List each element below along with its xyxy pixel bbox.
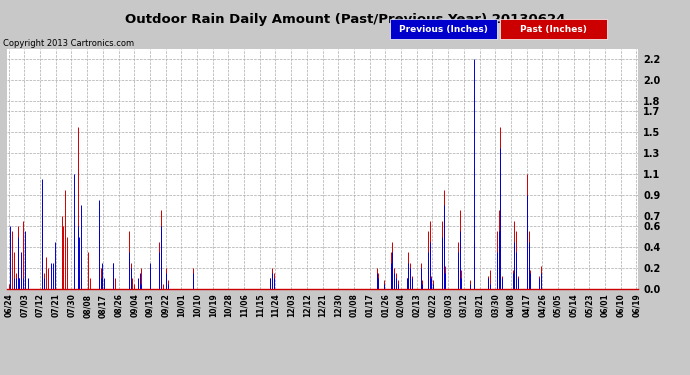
Text: Copyright 2013 Cartronics.com: Copyright 2013 Cartronics.com <box>3 39 135 48</box>
Text: Previous (Inches): Previous (Inches) <box>399 25 488 34</box>
Text: Past (Inches): Past (Inches) <box>520 25 587 34</box>
Text: Outdoor Rain Daily Amount (Past/Previous Year) 20130624: Outdoor Rain Daily Amount (Past/Previous… <box>125 13 565 26</box>
